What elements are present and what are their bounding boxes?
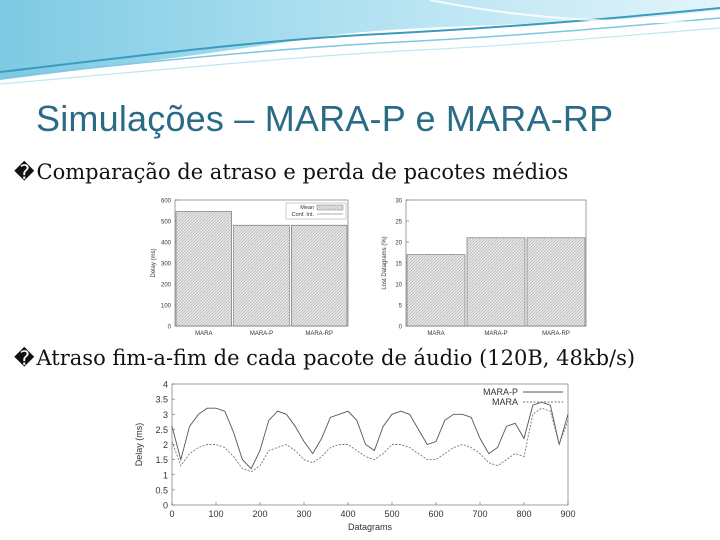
y-tick-label: 0	[399, 325, 403, 331]
y-tick-label: 3.5	[155, 395, 168, 405]
legend-entry: MARA	[492, 397, 518, 407]
bar	[233, 224, 290, 327]
header-wave-decoration	[0, 0, 720, 85]
x-tick-label: 200	[252, 509, 267, 519]
x-tick-label: MARA	[427, 331, 444, 337]
series-line-mara-p	[171, 401, 569, 470]
y-tick-label: 10	[395, 283, 402, 289]
bar	[175, 211, 232, 327]
bullet-end-to-end-delay: �Atraso fim-a-fim de cada pacote de áudi…	[14, 346, 635, 370]
y-axis-label: Lost Datagrams (%)	[382, 236, 388, 289]
x-tick-label: 600	[428, 509, 443, 519]
y-tick-label: 15	[395, 262, 402, 268]
x-tick-label: MARA	[195, 331, 212, 337]
x-tick-label: 800	[516, 509, 531, 519]
y-tick-label: 3	[163, 410, 168, 420]
y-tick-label: 100	[161, 304, 172, 310]
x-tick-label: 0	[169, 509, 174, 519]
y-tick-label: 500	[161, 220, 172, 226]
x-tick-label: MARA-P	[250, 331, 273, 337]
y-tick-label: 0	[163, 501, 168, 511]
y-tick-label: 2.5	[155, 425, 168, 435]
bar	[466, 237, 526, 327]
bullet-text: Atraso fim-a-fim de cada pacote de áudio…	[36, 346, 636, 370]
bar	[406, 254, 466, 327]
x-tick-label: 300	[296, 509, 311, 519]
y-axis-label: Delay (ms)	[151, 248, 157, 277]
x-tick-label: 500	[384, 509, 399, 519]
delay-bar-chart: 0 100 200 300 400 500 600 MARA MARA-P MARA-RP Dela…	[130, 186, 352, 338]
bullet-text: Comparação de atraso e perda de pacotes …	[36, 160, 569, 184]
slide-title: Simulações – MARA-P e MARA-RP	[36, 98, 614, 139]
bar	[291, 224, 348, 327]
y-tick-label: 0.5	[155, 485, 168, 495]
legend-entry: MARA-P	[483, 387, 518, 397]
bullet-mark-icon: �	[14, 160, 35, 184]
y-tick-label: 20	[395, 241, 402, 247]
series-line-mara	[171, 407, 569, 473]
per-packet-delay-line-chart-svg: 0 0.5 1 1.5 2 2.5 3 3.5 4 0 100 200 300 400 500 600 700 8…	[134, 380, 576, 533]
y-tick-label: 1	[163, 470, 168, 480]
x-tick-label: 900	[560, 509, 575, 519]
bullet-comparison: �Comparação de atraso e perda de pacotes…	[14, 160, 568, 184]
y-tick-label: 400	[161, 241, 172, 247]
y-tick-label: 0	[168, 325, 172, 331]
y-tick-label: 30	[395, 199, 402, 205]
lost-datagrams-bar-chart-svg: 0 5 10 15 20 25 30 MARA MARA-P MARA-RP Lost Datagr…	[382, 199, 587, 337]
x-tick-label: MARA-P	[484, 331, 507, 337]
lost-datagrams-bar-chart: 0 5 10 15 20 25 30 MARA MARA-P MARA-RP Lost Datagr…	[370, 186, 590, 338]
x-axis-label: Datagrams	[348, 522, 393, 532]
legend-swatch	[316, 204, 344, 211]
y-tick-label: 2	[163, 440, 168, 450]
y-axis-label: Delay (ms)	[134, 423, 144, 467]
x-tick-label: MARA-RP	[542, 331, 570, 337]
bullet-mark-icon: �	[14, 346, 35, 370]
y-tick-label: 4	[163, 380, 168, 390]
x-tick-label: MARA-RP	[305, 331, 333, 337]
y-tick-label: 25	[395, 220, 402, 226]
y-tick-label: 600	[161, 199, 172, 205]
delay-bar-chart-svg: 0 100 200 300 400 500 600 MARA MARA-P MARA-RP Dela…	[151, 199, 349, 337]
x-tick-label: 100	[208, 509, 223, 519]
x-tick-label: 700	[472, 509, 487, 519]
legend-entry: Conf. Int.	[292, 212, 315, 218]
y-tick-label: 200	[161, 283, 172, 289]
y-tick-label: 5	[399, 304, 403, 310]
y-tick-label: 300	[161, 262, 172, 268]
y-tick-label: 1.5	[155, 455, 168, 465]
x-tick-label: 400	[340, 509, 355, 519]
per-packet-delay-line-chart: 0 0.5 1 1.5 2 2.5 3 3.5 4 0 100 200 300 400 500 600 700 8…	[120, 380, 580, 535]
bar	[526, 237, 586, 327]
legend-entry: Mean	[300, 205, 314, 211]
